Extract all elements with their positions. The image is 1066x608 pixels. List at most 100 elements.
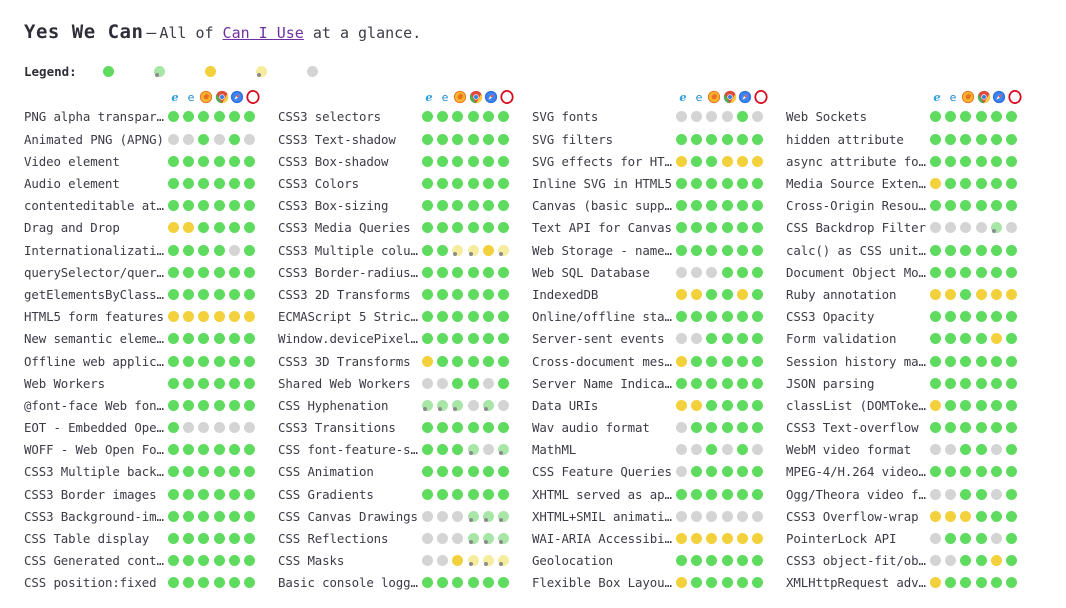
can-i-use-link[interactable]: Can I Use — [222, 24, 304, 42]
table-row[interactable]: CSS3 Box-shadow — [278, 150, 532, 172]
table-row[interactable]: Web Storage - name… — [532, 239, 786, 261]
table-row[interactable]: EOT - Embedded Ope… — [24, 417, 278, 439]
table-row[interactable]: Inline SVG in HTML5 — [532, 172, 786, 194]
table-row[interactable]: CSS3 Box-sizing — [278, 195, 532, 217]
table-row[interactable]: Geolocation — [532, 550, 786, 572]
table-row[interactable]: CSS Generated cont… — [24, 550, 278, 572]
support-dots — [672, 555, 763, 567]
table-row[interactable]: Web Sockets — [786, 106, 1036, 128]
table-row[interactable]: CSS3 Text-shadow — [278, 128, 532, 150]
support-dot-ie-old — [930, 488, 941, 500]
table-row[interactable]: CSS3 Media Queries — [278, 217, 532, 239]
table-row[interactable]: Document Object Mo… — [786, 261, 1036, 283]
table-row[interactable]: CSS3 Border-radius… — [278, 261, 532, 283]
table-row[interactable]: Drag and Drop — [24, 217, 278, 239]
table-row[interactable]: Media Source Exten… — [786, 172, 1036, 194]
table-row[interactable]: PointerLock API — [786, 527, 1036, 549]
table-row[interactable]: querySelector/quer… — [24, 261, 278, 283]
table-row[interactable]: CSS3 selectors — [278, 106, 532, 128]
table-row[interactable]: SVG filters — [532, 128, 786, 150]
table-row[interactable]: CSS3 Colors — [278, 172, 532, 194]
support-dot-safari — [736, 399, 748, 411]
table-row[interactable]: Cross-document mes… — [532, 350, 786, 372]
table-row[interactable]: async attribute fo… — [786, 150, 1036, 172]
support-dot-chrome — [975, 222, 987, 234]
table-row[interactable]: CSS Feature Queries — [532, 461, 786, 483]
table-row[interactable]: XMLHttpRequest adv… — [786, 572, 1036, 594]
table-row[interactable]: CSS3 2D Transforms — [278, 283, 532, 305]
table-row[interactable]: Cross-Origin Resou… — [786, 195, 1036, 217]
table-row[interactable]: WAI-ARIA Accessibi… — [532, 527, 786, 549]
table-row[interactable]: Internationalizati… — [24, 239, 278, 261]
table-row[interactable]: Web SQL Database — [532, 261, 786, 283]
table-row[interactable]: PNG alpha transpar… — [24, 106, 278, 128]
table-row[interactable]: IndexedDB — [532, 283, 786, 305]
table-row[interactable]: CSS3 Overflow-wrap — [786, 505, 1036, 527]
table-row[interactable]: HTML5 form features — [24, 306, 278, 328]
table-row[interactable]: Wav audio format — [532, 417, 786, 439]
table-row[interactable]: Session history ma… — [786, 350, 1036, 372]
table-row[interactable]: CSS3 3D Transforms — [278, 350, 532, 372]
table-row[interactable]: CSS3 Opacity — [786, 306, 1036, 328]
table-row[interactable]: CSS font-feature-s… — [278, 439, 532, 461]
table-row[interactable]: Window.devicePixel… — [278, 328, 532, 350]
legend: Legend: — [0, 43, 1066, 79]
table-row[interactable]: classList (DOMToke… — [786, 394, 1036, 416]
table-row[interactable]: Animated PNG (APNG) — [24, 128, 278, 150]
table-row[interactable]: SVG effects for HT… — [532, 150, 786, 172]
table-row[interactable]: Data URIs — [532, 394, 786, 416]
table-row[interactable]: CSS3 Border images — [24, 483, 278, 505]
table-row[interactable]: Offline web applic… — [24, 350, 278, 372]
table-row[interactable]: getElementsByClass… — [24, 283, 278, 305]
table-row[interactable]: Server-sent events — [532, 328, 786, 350]
table-row[interactable]: MathML — [532, 439, 786, 461]
table-row[interactable]: JSON parsing — [786, 372, 1036, 394]
table-row[interactable]: CSS Animation — [278, 461, 532, 483]
table-row[interactable]: Server Name Indica… — [532, 372, 786, 394]
table-row[interactable]: SVG fonts — [532, 106, 786, 128]
table-row[interactable]: CSS Table display — [24, 527, 278, 549]
table-row[interactable]: CSS Backdrop Filter — [786, 217, 1036, 239]
table-row[interactable]: CSS Canvas Drawings — [278, 505, 532, 527]
table-row[interactable]: WebM video format — [786, 439, 1036, 461]
table-row[interactable]: Text API for Canvas — [532, 217, 786, 239]
table-row[interactable]: CSS Masks — [278, 550, 532, 572]
table-row[interactable]: calc() as CSS unit… — [786, 239, 1036, 261]
table-row[interactable]: XHTML+SMIL animati… — [532, 505, 786, 527]
table-row[interactable]: ECMAScript 5 Stric… — [278, 306, 532, 328]
table-row[interactable]: Video element — [24, 150, 278, 172]
table-row[interactable]: Canvas (basic supp… — [532, 195, 786, 217]
table-row[interactable]: @font-face Web fon… — [24, 394, 278, 416]
table-row[interactable]: Basic console logg… — [278, 572, 532, 594]
feature-name: CSS3 Opacity — [786, 309, 875, 325]
table-row[interactable]: CSS3 Background-im… — [24, 505, 278, 527]
support-dot-safari — [482, 555, 494, 567]
table-row[interactable]: Audio element — [24, 172, 278, 194]
support-dot-safari — [990, 155, 1002, 167]
table-row[interactable]: Web Workers — [24, 372, 278, 394]
table-row[interactable]: CSS Hyphenation — [278, 394, 532, 416]
subtitle-before: All of — [159, 24, 223, 42]
table-row[interactable]: CSS position:fixed — [24, 572, 278, 594]
table-row[interactable]: Online/offline sta… — [532, 306, 786, 328]
table-row[interactable]: Shared Web Workers — [278, 372, 532, 394]
table-row[interactable]: CSS3 Text-overflow — [786, 417, 1036, 439]
table-row[interactable]: CSS3 Transitions — [278, 417, 532, 439]
table-row[interactable]: New semantic eleme… — [24, 328, 278, 350]
table-row[interactable]: WOFF - Web Open Fo… — [24, 439, 278, 461]
table-row[interactable]: CSS3 Multiple back… — [24, 461, 278, 483]
table-row[interactable]: Ruby annotation — [786, 283, 1036, 305]
table-row[interactable]: CSS3 Multiple colu… — [278, 239, 532, 261]
table-row[interactable]: MPEG-4/H.264 video… — [786, 461, 1036, 483]
support-dot-opera — [243, 266, 255, 278]
table-row[interactable]: Flexible Box Layou… — [532, 572, 786, 594]
table-row[interactable]: contenteditable at… — [24, 195, 278, 217]
support-dot-opera — [497, 510, 509, 522]
table-row[interactable]: CSS Reflections — [278, 527, 532, 549]
table-row[interactable]: hidden attribute — [786, 128, 1036, 150]
table-row[interactable]: XHTML served as ap… — [532, 483, 786, 505]
table-row[interactable]: Form validation — [786, 328, 1036, 350]
table-row[interactable]: CSS Gradients — [278, 483, 532, 505]
table-row[interactable]: Ogg/Theora video f… — [786, 483, 1036, 505]
table-row[interactable]: CSS3 object-fit/ob… — [786, 550, 1036, 572]
